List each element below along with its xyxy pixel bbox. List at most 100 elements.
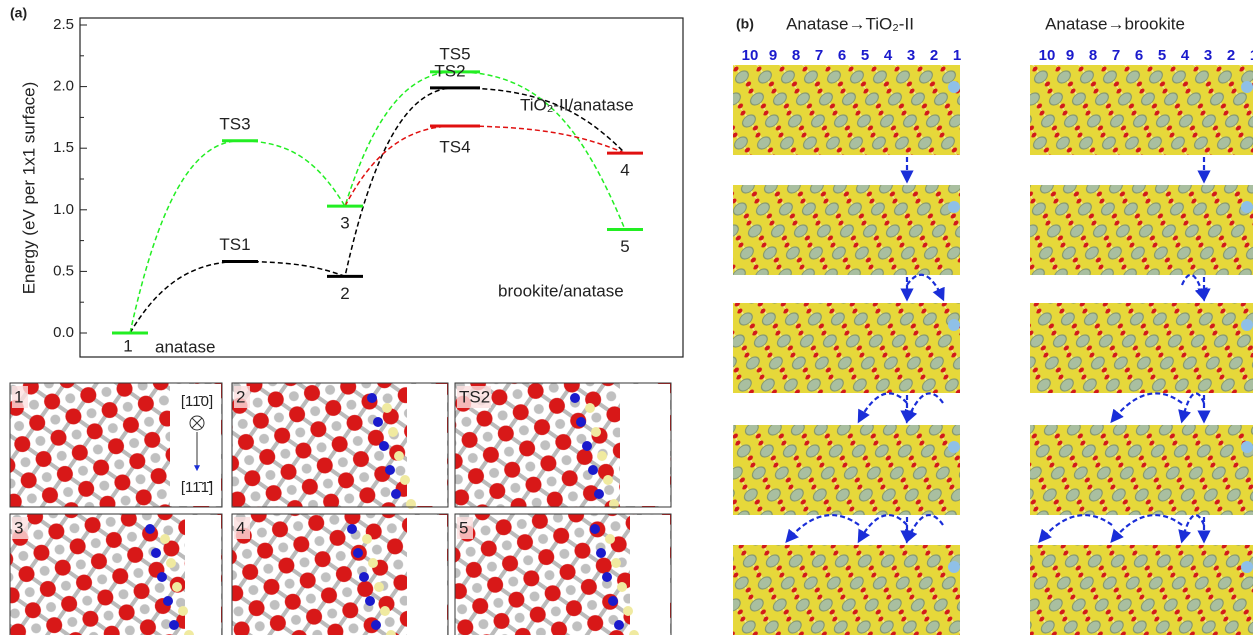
figure: (a) Energy (eV per 1x1 surface) (b) 0.00… bbox=[0, 0, 1253, 635]
column-title: Anatase→brookite bbox=[1045, 14, 1185, 33]
o-atom bbox=[368, 558, 378, 568]
panel-label: (b) bbox=[736, 16, 754, 32]
move-arrow bbox=[1182, 393, 1204, 421]
o-atom bbox=[362, 534, 372, 544]
slab-image bbox=[733, 303, 960, 393]
o-atom bbox=[394, 451, 404, 461]
edge-atom bbox=[1241, 319, 1253, 331]
level-label: TS4 bbox=[439, 138, 470, 157]
site-label: 8 bbox=[792, 47, 800, 64]
level-label: 1 bbox=[123, 336, 132, 355]
blank-area bbox=[630, 515, 670, 635]
o-atom bbox=[603, 475, 613, 485]
level-label: 5 bbox=[620, 237, 629, 256]
ti-atom bbox=[594, 489, 604, 499]
ti-atom bbox=[157, 572, 167, 582]
ti-atom bbox=[365, 596, 375, 606]
slab-image bbox=[1030, 545, 1253, 635]
blank-area bbox=[407, 384, 447, 506]
o-atom bbox=[597, 451, 607, 461]
move-arrow bbox=[1040, 515, 1112, 541]
site-label: 3 bbox=[1204, 47, 1212, 64]
o-atom bbox=[172, 582, 182, 592]
structure-label: 5 bbox=[459, 518, 468, 537]
edge-atom bbox=[1241, 441, 1253, 453]
plot-frame bbox=[80, 18, 683, 357]
site-label: 4 bbox=[884, 47, 893, 64]
y-tick-label: 1.5 bbox=[53, 139, 74, 156]
o-atom bbox=[591, 427, 601, 437]
axis-direction: [11̄1̄] bbox=[181, 479, 213, 496]
ti-atom bbox=[353, 548, 363, 558]
y-axis-label: Energy (eV per 1x1 surface) bbox=[19, 82, 38, 295]
ti-atom bbox=[602, 572, 612, 582]
site-label: 6 bbox=[838, 47, 846, 64]
move-arrow bbox=[1112, 393, 1182, 421]
slab-image bbox=[1030, 185, 1253, 275]
site-label: 2 bbox=[1227, 47, 1235, 64]
blank-area bbox=[185, 515, 221, 635]
edge-atom bbox=[948, 441, 960, 453]
blank-area bbox=[407, 515, 447, 635]
o-atom bbox=[617, 582, 627, 592]
slab-image bbox=[1030, 425, 1253, 515]
o-atom bbox=[400, 475, 410, 485]
level-label: TS1 bbox=[219, 235, 250, 254]
move-arrow bbox=[859, 515, 907, 541]
o-atom bbox=[382, 403, 392, 413]
move-arrow bbox=[907, 515, 943, 541]
ti-atom bbox=[608, 596, 618, 606]
level-label: TS3 bbox=[219, 114, 250, 133]
ti-atom bbox=[590, 524, 600, 534]
level-label: 3 bbox=[340, 214, 349, 233]
structure-label: 4 bbox=[236, 518, 245, 537]
move-arrow bbox=[859, 393, 907, 421]
ti-atom bbox=[371, 620, 381, 630]
o-atom bbox=[611, 558, 621, 568]
move-arrow bbox=[1112, 515, 1182, 541]
annotation: brookite/anatase bbox=[498, 281, 624, 300]
site-label: 6 bbox=[1135, 47, 1143, 64]
site-label: 10 bbox=[1039, 47, 1056, 64]
edge-atom bbox=[1241, 81, 1253, 93]
o-atom bbox=[166, 558, 176, 568]
blank-area bbox=[620, 384, 670, 506]
level-label: 2 bbox=[340, 284, 349, 303]
site-label: 7 bbox=[1112, 47, 1120, 64]
structure-label: 1 bbox=[14, 387, 23, 406]
move-arrow bbox=[907, 275, 943, 299]
y-tick-label: 0.0 bbox=[53, 324, 74, 341]
y-tick-label: 1.0 bbox=[53, 201, 74, 218]
o-atom bbox=[160, 534, 170, 544]
column-title: Anatase→TiO₂-II bbox=[786, 14, 914, 33]
move-arrow bbox=[1182, 515, 1204, 541]
ti-atom bbox=[145, 524, 155, 534]
move-arrow bbox=[907, 393, 943, 421]
site-label: 3 bbox=[907, 47, 915, 64]
structure-label: TS2 bbox=[459, 387, 490, 406]
slab-image bbox=[1030, 65, 1253, 155]
y-tick-label: 2.0 bbox=[53, 78, 74, 95]
site-label: 8 bbox=[1089, 47, 1097, 64]
ti-atom bbox=[151, 548, 161, 558]
o-atom bbox=[623, 606, 633, 616]
ti-atom bbox=[570, 393, 580, 403]
slab-image bbox=[733, 185, 960, 275]
site-label: 7 bbox=[815, 47, 823, 64]
pathway bbox=[345, 126, 625, 206]
ti-atom bbox=[163, 596, 173, 606]
site-label: 9 bbox=[769, 47, 777, 64]
ti-atom bbox=[391, 489, 401, 499]
level-label: 4 bbox=[620, 161, 629, 180]
axis-direction: [11̄0] bbox=[181, 393, 213, 410]
move-arrow bbox=[787, 515, 859, 541]
o-atom bbox=[178, 606, 188, 616]
edge-atom bbox=[948, 81, 960, 93]
slab-image bbox=[733, 545, 960, 635]
site-label: 2 bbox=[930, 47, 938, 64]
site-label: 1 bbox=[953, 47, 961, 64]
edge-atom bbox=[948, 561, 960, 573]
slab-image bbox=[1030, 303, 1253, 393]
o-atom bbox=[585, 403, 595, 413]
ti-atom bbox=[169, 620, 179, 630]
